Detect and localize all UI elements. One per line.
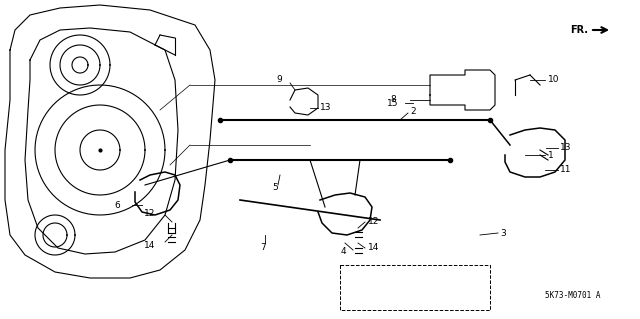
Text: 14: 14 (368, 242, 380, 251)
Text: 13: 13 (320, 103, 332, 113)
Text: 5K73-M0701 A: 5K73-M0701 A (545, 291, 600, 300)
Text: 5: 5 (272, 183, 278, 192)
Text: 14: 14 (143, 241, 155, 249)
Text: 12: 12 (368, 217, 380, 226)
Text: 12: 12 (143, 209, 155, 218)
Text: 6: 6 (115, 201, 120, 210)
Text: FR.: FR. (570, 25, 588, 35)
Text: 1: 1 (548, 151, 554, 160)
Text: 4: 4 (341, 248, 347, 256)
Text: 8: 8 (390, 95, 396, 105)
Text: 7: 7 (260, 243, 266, 253)
Text: 2: 2 (410, 108, 415, 116)
Text: 9: 9 (276, 76, 282, 85)
Text: 15: 15 (387, 99, 398, 108)
Text: 10: 10 (548, 76, 559, 85)
Text: 3: 3 (500, 228, 506, 238)
Text: 11: 11 (560, 166, 572, 174)
Text: 13: 13 (560, 144, 572, 152)
